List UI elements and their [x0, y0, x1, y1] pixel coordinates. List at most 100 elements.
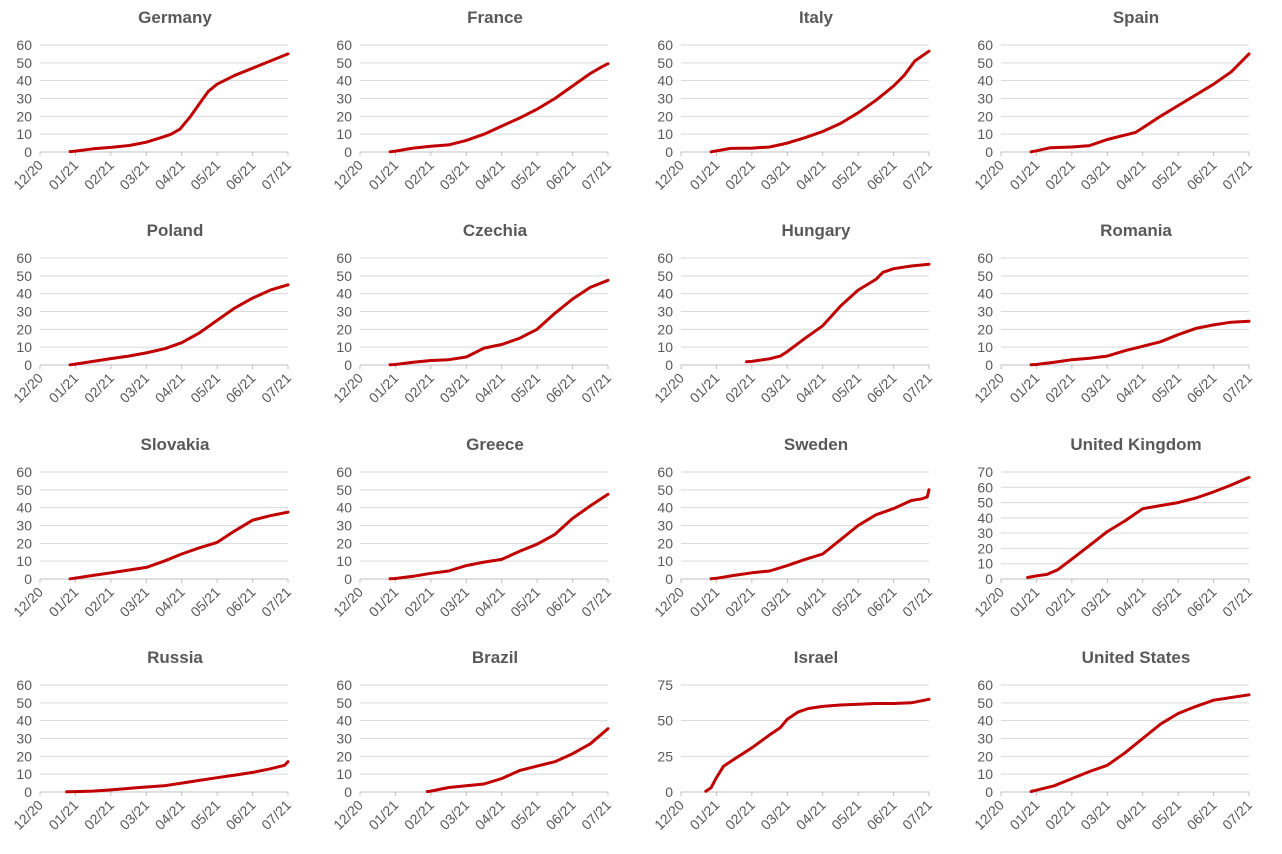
y-tick-label: 40 — [977, 286, 993, 302]
y-tick-label: 60 — [16, 677, 32, 693]
x-tick-label: 04/21 — [152, 584, 188, 620]
series-line — [388, 62, 610, 154]
y-tick-label: 20 — [16, 748, 32, 764]
y-tick-label: 30 — [977, 91, 993, 107]
x-tick-label: 02/21 — [401, 584, 437, 620]
y-tick-label: 10 — [16, 553, 32, 569]
x-tick-label: 12/20 — [651, 157, 687, 193]
x-tick-label: 12/20 — [10, 584, 46, 620]
x-tick-label: 03/21 — [757, 370, 793, 406]
chart-svg: 0 25 50 75 12/20 01/21 02/21 03/21 04/21 05/21 06/… — [651, 677, 935, 833]
y-tick-label: 20 — [977, 321, 993, 337]
x-tick-label: 01/21 — [365, 797, 401, 833]
x-tick-label: 05/21 — [1148, 584, 1184, 620]
x-tick-label: 12/20 — [971, 797, 1007, 833]
x-tick-label: 06/21 — [1184, 157, 1220, 193]
x-tick-label: 12/20 — [10, 157, 46, 193]
y-tick-label: 10 — [336, 126, 352, 142]
series-line — [68, 283, 290, 367]
x-tick-label: 03/21 — [757, 157, 793, 193]
x-tick-label: 01/21 — [45, 797, 81, 833]
chart-title: United States — [1081, 648, 1191, 667]
x-tick-label: 07/21 — [258, 797, 294, 833]
y-tick-label: 0 — [665, 357, 673, 373]
y-tick-label: 50 — [336, 55, 352, 71]
x-tick-label: 01/21 — [365, 584, 401, 620]
y-tick-label: 20 — [336, 748, 352, 764]
chart-panel: United States 0 10 20 30 40 50 60 12/20 01/21 02/2… — [961, 640, 1281, 853]
x-tick-label: 01/21 — [686, 157, 722, 193]
y-tick-label: 50 — [16, 482, 32, 498]
x-tick-label: 02/21 — [722, 584, 758, 620]
x-tick-label: 12/20 — [330, 370, 366, 406]
y-tick-label: 30 — [336, 518, 352, 534]
x-tick-label: 12/20 — [10, 370, 46, 406]
y-tick-label: 0 — [344, 357, 352, 373]
x-tick-label: 04/21 — [152, 370, 188, 406]
y-tick-label: 10 — [977, 339, 993, 355]
series-line — [388, 492, 610, 581]
x-tick-label: 02/21 — [722, 797, 758, 833]
y-tick-label: 50 — [977, 268, 993, 284]
y-tick-label: 50 — [977, 55, 993, 71]
series-line — [745, 262, 931, 364]
x-tick-label: 03/21 — [1077, 584, 1113, 620]
x-tick-label: 07/21 — [1219, 370, 1255, 406]
x-tick-label: 06/21 — [543, 584, 579, 620]
x-tick-label: 05/21 — [187, 797, 223, 833]
x-tick-label: 12/20 — [330, 797, 366, 833]
x-tick-label: 12/20 — [10, 797, 46, 833]
y-tick-label: 40 — [657, 286, 673, 302]
y-tick-label: 50 — [657, 482, 673, 498]
x-tick-label: 03/21 — [436, 157, 472, 193]
y-tick-label: 30 — [16, 518, 32, 534]
y-tick-label: 0 — [24, 144, 32, 160]
chart-panel: Czechia 0 10 20 30 40 50 60 12/20 01/21 02/21 03/21… — [320, 213, 640, 426]
x-tick-label: 01/21 — [1006, 370, 1042, 406]
x-tick-label: 06/21 — [1184, 370, 1220, 406]
x-tick-label: 07/21 — [578, 370, 614, 406]
y-tick-label: 10 — [16, 339, 32, 355]
y-tick-label: 10 — [657, 553, 673, 569]
x-tick-label: 01/21 — [686, 797, 722, 833]
chart-title: Israel — [793, 648, 839, 667]
x-tick-label: 04/21 — [472, 370, 508, 406]
y-tick-label: 60 — [977, 37, 993, 53]
x-tick-label: 02/21 — [1042, 797, 1078, 833]
x-tick-label: 01/21 — [45, 370, 81, 406]
x-tick-label: 04/21 — [472, 584, 508, 620]
series-line — [1029, 319, 1251, 367]
y-tick-label: 0 — [985, 571, 993, 587]
chart-title: Russia — [147, 648, 203, 667]
x-tick-label: 04/21 — [793, 584, 829, 620]
series-line — [425, 727, 610, 794]
y-tick-label: 50 — [657, 55, 673, 71]
chart-panel: Italy 0 10 20 30 40 50 60 12/20 01/21 02/21 03/21 04… — [641, 0, 961, 213]
x-tick-label: 06/21 — [864, 797, 900, 833]
x-tick-label: 03/21 — [1077, 157, 1113, 193]
y-tick-label: 20 — [657, 108, 673, 124]
y-tick-label: 20 — [977, 748, 993, 764]
y-tick-label: 30 — [16, 304, 32, 320]
x-tick-label: 07/21 — [899, 797, 935, 833]
x-tick-label: 07/21 — [899, 584, 935, 620]
x-tick-label: 06/21 — [223, 797, 259, 833]
y-tick-label: 20 — [16, 535, 32, 551]
x-tick-label: 01/21 — [45, 584, 81, 620]
y-tick-label: 50 — [977, 495, 993, 511]
x-tick-label: 12/20 — [330, 157, 366, 193]
x-tick-label: 04/21 — [1113, 584, 1149, 620]
y-tick-label: 0 — [985, 784, 993, 800]
chart-title: Sweden — [783, 435, 849, 454]
y-tick-label: 0 — [344, 784, 352, 800]
x-tick-label: 02/21 — [401, 797, 437, 833]
x-tick-label: 07/21 — [258, 157, 294, 193]
x-tick-label: 01/21 — [365, 157, 401, 193]
chart-panel: Brazil 0 10 20 30 40 50 60 12/20 01/21 02/21 03/21 0… — [320, 640, 640, 853]
